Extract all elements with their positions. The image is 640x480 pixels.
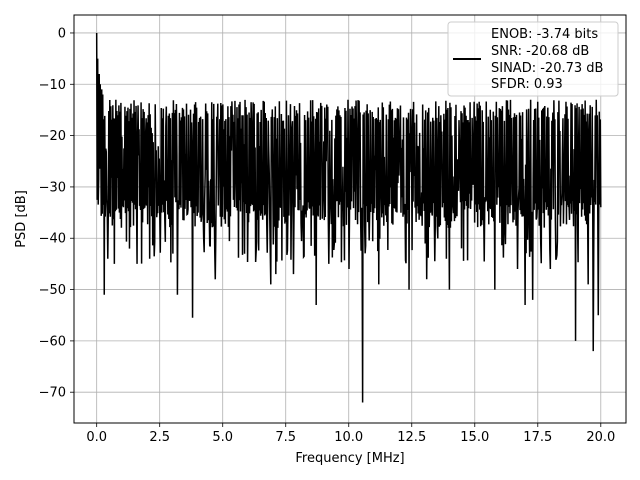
- legend-snr: SNR: -20.68 dB: [491, 44, 589, 59]
- legend-enob: ENOB: -3.74 bits: [491, 27, 598, 42]
- y-tick-label: −40: [39, 232, 66, 247]
- legend-sinad: SINAD: -20.73 dB: [491, 61, 603, 76]
- x-tick-label: 20.0: [586, 430, 615, 445]
- y-tick-label: −20: [39, 129, 66, 144]
- x-tick-label: 12.5: [397, 430, 426, 445]
- y-tick-label: −50: [39, 283, 66, 298]
- y-axis-label: PSD [dB]: [14, 190, 29, 248]
- x-axis-label: Frequency [MHz]: [295, 451, 404, 466]
- psd-series-line: [95, 32, 602, 403]
- x-tick-label: 10.0: [334, 430, 363, 445]
- x-tick-label: 5.0: [212, 430, 233, 445]
- plot-frame: [73, 14, 627, 424]
- x-tick-label: 17.5: [523, 430, 552, 445]
- x-tick-label: 7.5: [275, 430, 296, 445]
- x-axis-ticks: 0.0 2.5 5.0 7.5 10.0 12.5 15.0 17.5 20.0: [86, 423, 615, 445]
- y-tick-label: −60: [39, 334, 66, 349]
- y-tick-label: −70: [39, 386, 66, 401]
- y-tick-label: −10: [39, 78, 66, 93]
- x-tick-label: 0.0: [86, 430, 107, 445]
- legend: ENOB: -3.74 bits SNR: -20.68 dB SINAD: -…: [447, 21, 619, 97]
- y-tick-label: −30: [39, 180, 66, 195]
- legend-sfdr: SFDR: 0.93: [491, 77, 563, 92]
- x-tick-label: 2.5: [149, 430, 170, 445]
- y-axis-ticks: 0 −10 −20 −30 −40 −50 −60 −70: [39, 26, 74, 401]
- legend-box: [447, 21, 619, 97]
- y-tick-label: 0: [58, 26, 66, 41]
- x-tick-label: 15.0: [460, 430, 489, 445]
